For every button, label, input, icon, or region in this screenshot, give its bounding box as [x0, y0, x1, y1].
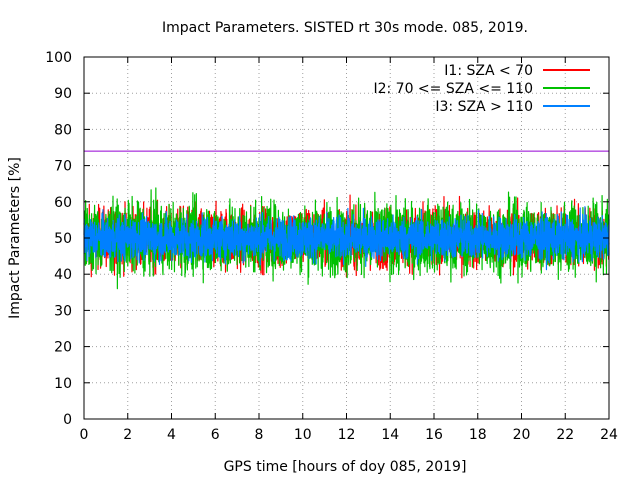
y-tick-label: 100: [45, 50, 72, 66]
x-tick-label: 16: [425, 427, 443, 443]
y-tick-label: 30: [54, 303, 72, 319]
x-tick-label: 0: [80, 427, 89, 443]
series-line-i3: [83, 206, 610, 271]
y-tick-label: 0: [63, 412, 72, 428]
y-tick-label: 80: [54, 122, 72, 138]
y-tick-label: 90: [54, 86, 72, 102]
y-tick-label: 70: [54, 159, 72, 175]
x-tick-label: 2: [123, 427, 132, 443]
y-tick-label: 50: [54, 231, 72, 247]
legend-label-i2: I2: 70 <= SZA <= 110: [373, 81, 533, 97]
x-tick-label: 10: [294, 427, 312, 443]
y-tick-label: 20: [54, 340, 72, 356]
y-tick-label: 60: [54, 195, 72, 211]
x-tick-label: 22: [556, 427, 574, 443]
x-tick-label: 6: [211, 427, 220, 443]
x-tick-label: 12: [338, 427, 356, 443]
data-series: [83, 187, 610, 290]
legend: I1: SZA < 70 I2: 70 <= SZA <= 110 I3: SZ…: [373, 63, 590, 115]
y-tick-label: 40: [54, 267, 72, 283]
y-tick-label: 10: [54, 376, 72, 392]
x-tick-label: 14: [381, 427, 399, 443]
x-tick-label: 24: [600, 427, 618, 443]
x-tick-label: 4: [167, 427, 176, 443]
x-tick-label: 18: [469, 427, 487, 443]
y-axis-label: Impact Parameters [%]: [7, 157, 23, 319]
axis-ticks: 0 2 4 6 8 10 12 14 16 18 20 22 240102030405060708090…: [45, 50, 618, 443]
legend-label-i3: I3: SZA > 110: [435, 99, 533, 115]
x-tick-label: 20: [513, 427, 531, 443]
x-tick-label: 8: [255, 427, 264, 443]
x-axis-label: GPS time [hours of doy 085, 2019]: [224, 459, 467, 475]
chart-title: Impact Parameters. SISTED rt 30s mode. 0…: [162, 20, 528, 36]
legend-label-i1: I1: SZA < 70: [444, 63, 533, 79]
